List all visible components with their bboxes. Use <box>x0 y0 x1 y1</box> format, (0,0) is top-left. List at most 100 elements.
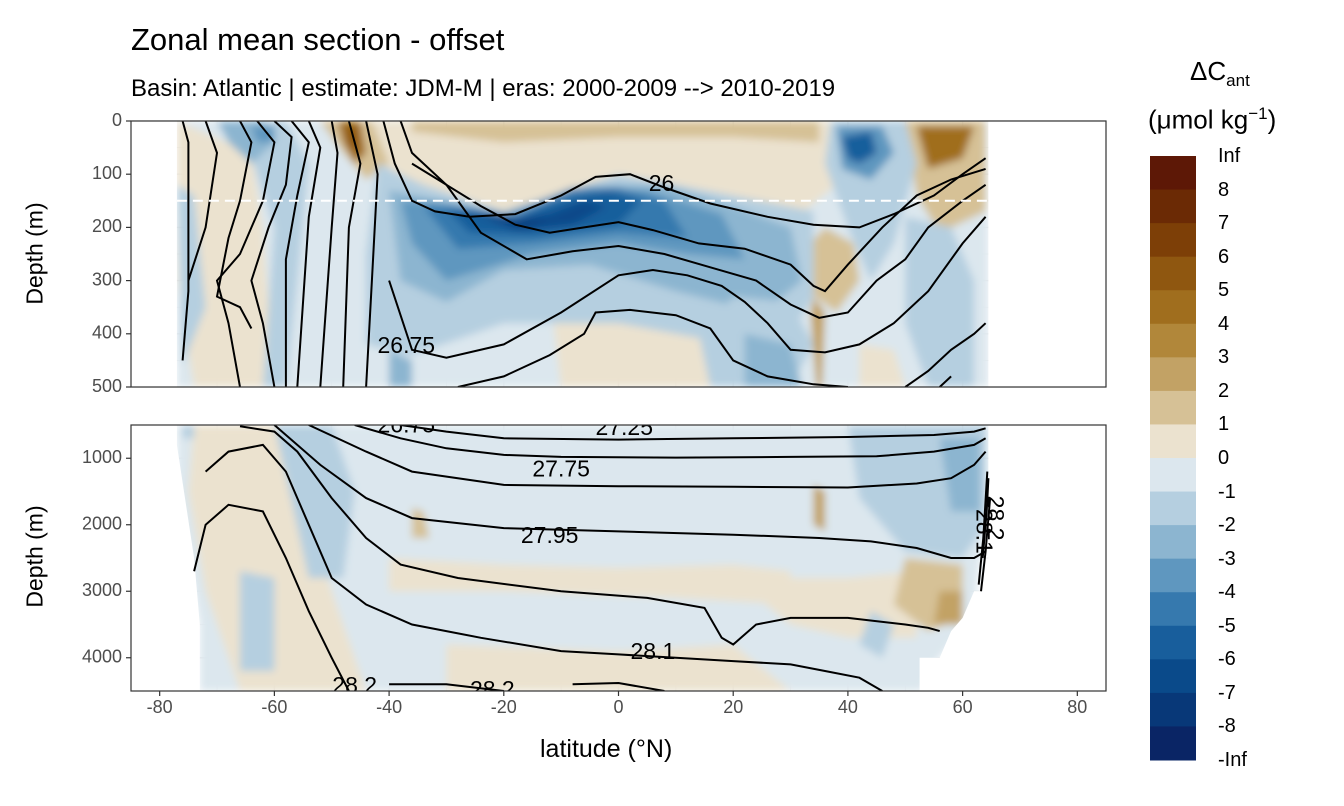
isopycnal-line <box>273 425 987 559</box>
delta-cant-region <box>446 644 791 691</box>
isopycnal-line <box>365 121 379 387</box>
legend-label: 5 <box>1218 279 1230 302</box>
delta-cant-region <box>813 484 825 532</box>
isopycnal-line <box>981 478 990 559</box>
isopycnal-contours <box>193 425 992 691</box>
legend-label: -6 <box>1218 648 1236 671</box>
legend <box>1150 156 1196 761</box>
contour-label: 28.2 <box>470 676 515 702</box>
contour-label: 28.1 <box>972 509 998 554</box>
legend-units: (μmol kg−1) <box>1148 104 1277 135</box>
x-tick-label: 0 <box>613 697 623 717</box>
isopycnal-contours <box>181 121 987 387</box>
delta-cant-region <box>446 190 642 236</box>
upper-panel: 26 26.75 <box>131 120 1106 388</box>
delta-cant-field <box>176 121 989 387</box>
delta-cant-region <box>842 131 877 164</box>
contour-label: 27.25 <box>595 414 653 440</box>
delta-cant-region <box>176 184 206 366</box>
delta-cant-region <box>810 296 825 387</box>
isopycnal-line <box>939 375 952 387</box>
legend-swatch <box>1150 223 1196 258</box>
delta-cant-region <box>412 508 430 538</box>
legend-label: Inf <box>1218 145 1241 167</box>
contour-label: 26 <box>649 170 675 196</box>
y-axis-label-upper: Depth (m) <box>21 202 48 305</box>
legend-swatch <box>1150 290 1196 325</box>
legend-swatch <box>1150 323 1196 358</box>
isopycnal-line <box>388 216 987 359</box>
y-tick-label-upper: 500 <box>92 376 122 396</box>
x-tick-label: 40 <box>838 697 858 717</box>
legend-label: 2 <box>1218 379 1230 402</box>
delta-cant-region <box>389 558 791 605</box>
legend-label: 6 <box>1218 245 1230 268</box>
isopycnal-line <box>354 425 987 459</box>
legend-label: -1 <box>1218 480 1236 503</box>
legend-swatch <box>1150 491 1196 526</box>
contour-label: 28.2 <box>983 496 1009 541</box>
x-tick-label: 60 <box>953 697 973 717</box>
x-tick-label: 20 <box>723 697 743 717</box>
isopycnal-line <box>250 121 293 387</box>
legend-label: 1 <box>1218 413 1230 436</box>
contour-label: 27.75 <box>532 455 590 481</box>
isopycnal-line <box>308 425 987 489</box>
legend-label: -2 <box>1218 514 1236 537</box>
isopycnal-line <box>215 121 276 387</box>
legend-label: 0 <box>1218 447 1230 469</box>
legend-label: -7 <box>1218 681 1236 704</box>
delta-cant-region <box>412 121 820 143</box>
y-tick-label-upper: 200 <box>92 216 122 236</box>
delta-cant-region <box>905 216 975 387</box>
legend-label: 7 <box>1218 212 1230 235</box>
y-axis-label-lower: Depth (m) <box>21 505 48 608</box>
contour-label: 28.2 <box>332 672 377 698</box>
isopycnal-line <box>204 443 883 691</box>
delta-cant-field <box>176 425 989 691</box>
isopycnal-line <box>187 121 219 281</box>
legend-title: ΔCant <box>1190 56 1250 91</box>
legend-swatch <box>1150 156 1196 191</box>
y-tick-label-upper: 100 <box>92 163 122 183</box>
legend-label: -5 <box>1218 614 1236 637</box>
x-tick-label: -20 <box>491 697 517 717</box>
isopycnal-line <box>400 425 986 441</box>
isopycnal-line <box>457 308 848 387</box>
legend-swatch <box>1150 458 1196 493</box>
legend-label: -3 <box>1218 547 1236 570</box>
legend-swatch <box>1150 424 1196 459</box>
y-tick-label-lower: 3000 <box>82 580 122 600</box>
isopycnal-line <box>977 471 989 585</box>
y-tick-label-upper: 300 <box>92 269 122 289</box>
legend-swatch <box>1150 390 1196 425</box>
isopycnal-line <box>389 683 504 691</box>
isopycnal-line <box>215 121 253 329</box>
legend-swatch <box>1150 256 1196 291</box>
x-tick-label: -40 <box>376 697 402 717</box>
isopycnal-line <box>342 121 362 387</box>
delta-cant-region <box>469 200 607 231</box>
contour-label: 27.95 <box>521 522 579 548</box>
delta-cant-region <box>188 425 367 691</box>
delta-cant-region <box>933 591 963 625</box>
x-tick-label: -80 <box>147 697 173 717</box>
delta-cant-region <box>486 216 550 228</box>
isopycnal-line <box>572 681 665 691</box>
delta-cant-region <box>859 344 906 387</box>
legend-swatch <box>1150 357 1196 392</box>
isopycnal-line <box>239 425 940 646</box>
legend-label: -Inf <box>1218 749 1247 771</box>
contour-label: 26.75 <box>378 411 436 437</box>
legend-swatch <box>1150 525 1196 560</box>
delta-cant-region <box>182 425 195 439</box>
delta-cant-region <box>916 126 975 169</box>
isopycnal-line <box>980 498 992 592</box>
isopycnal-line <box>904 322 987 387</box>
y-tick-label-lower: 2000 <box>82 514 122 534</box>
legend-swatch <box>1150 659 1196 694</box>
legend-swatch <box>1150 592 1196 627</box>
